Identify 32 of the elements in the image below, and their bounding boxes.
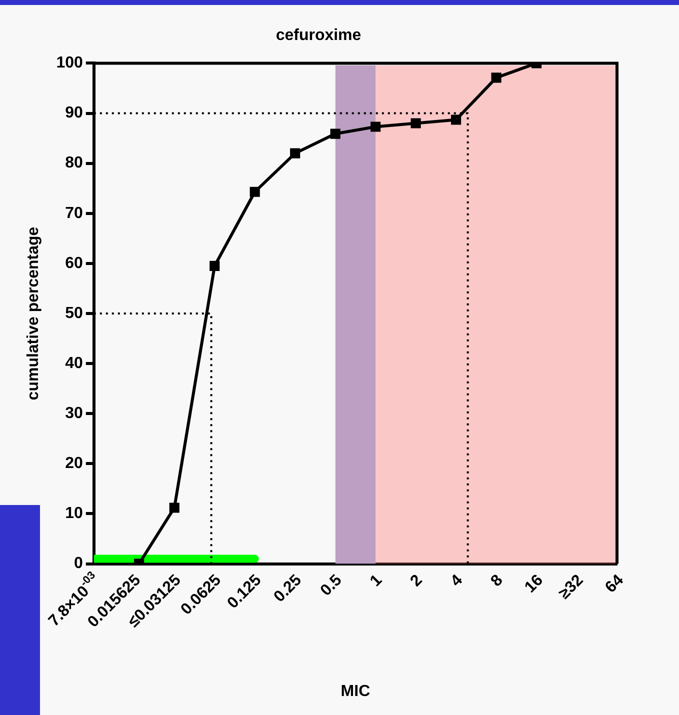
y-tick-label: 0 xyxy=(74,555,83,572)
x-tick-label: 4 xyxy=(448,572,466,590)
point xyxy=(491,72,502,83)
x-tick-label: 1 xyxy=(367,572,386,590)
point xyxy=(410,118,421,128)
point xyxy=(210,260,220,271)
x-tick-label: 64 xyxy=(602,572,628,596)
point xyxy=(250,186,260,197)
chart-title: cefuroxime xyxy=(276,27,362,44)
x-tick-label: 2 xyxy=(407,572,426,590)
y-tick-label: 20 xyxy=(65,455,83,472)
y-tick-label: 30 xyxy=(65,405,83,422)
y-tick-label: 60 xyxy=(65,254,83,272)
point xyxy=(370,122,381,132)
x-tick-label: 0.5 xyxy=(318,572,346,600)
point xyxy=(169,502,180,513)
x-tick-label: 8 xyxy=(488,572,506,590)
y-tick-label: 10 xyxy=(65,505,83,522)
y-tick-label: 40 xyxy=(65,354,83,372)
point xyxy=(330,128,340,139)
y-tick-label: 50 xyxy=(65,304,83,322)
y-axis-title: cumulative percentage xyxy=(25,226,42,400)
x-tick-label: 0.25 xyxy=(270,572,306,606)
y-tick-label: 100 xyxy=(56,54,83,72)
x-axis-title: MIC xyxy=(340,682,371,700)
y-tick-label: 90 xyxy=(65,104,83,122)
y-tick-label: 80 xyxy=(65,154,83,172)
y-tick-label: 70 xyxy=(65,204,83,222)
point xyxy=(290,148,300,158)
x-tick-label: 16 xyxy=(522,572,547,596)
x-tick-label: ≥32 xyxy=(556,572,587,603)
point xyxy=(451,114,462,125)
